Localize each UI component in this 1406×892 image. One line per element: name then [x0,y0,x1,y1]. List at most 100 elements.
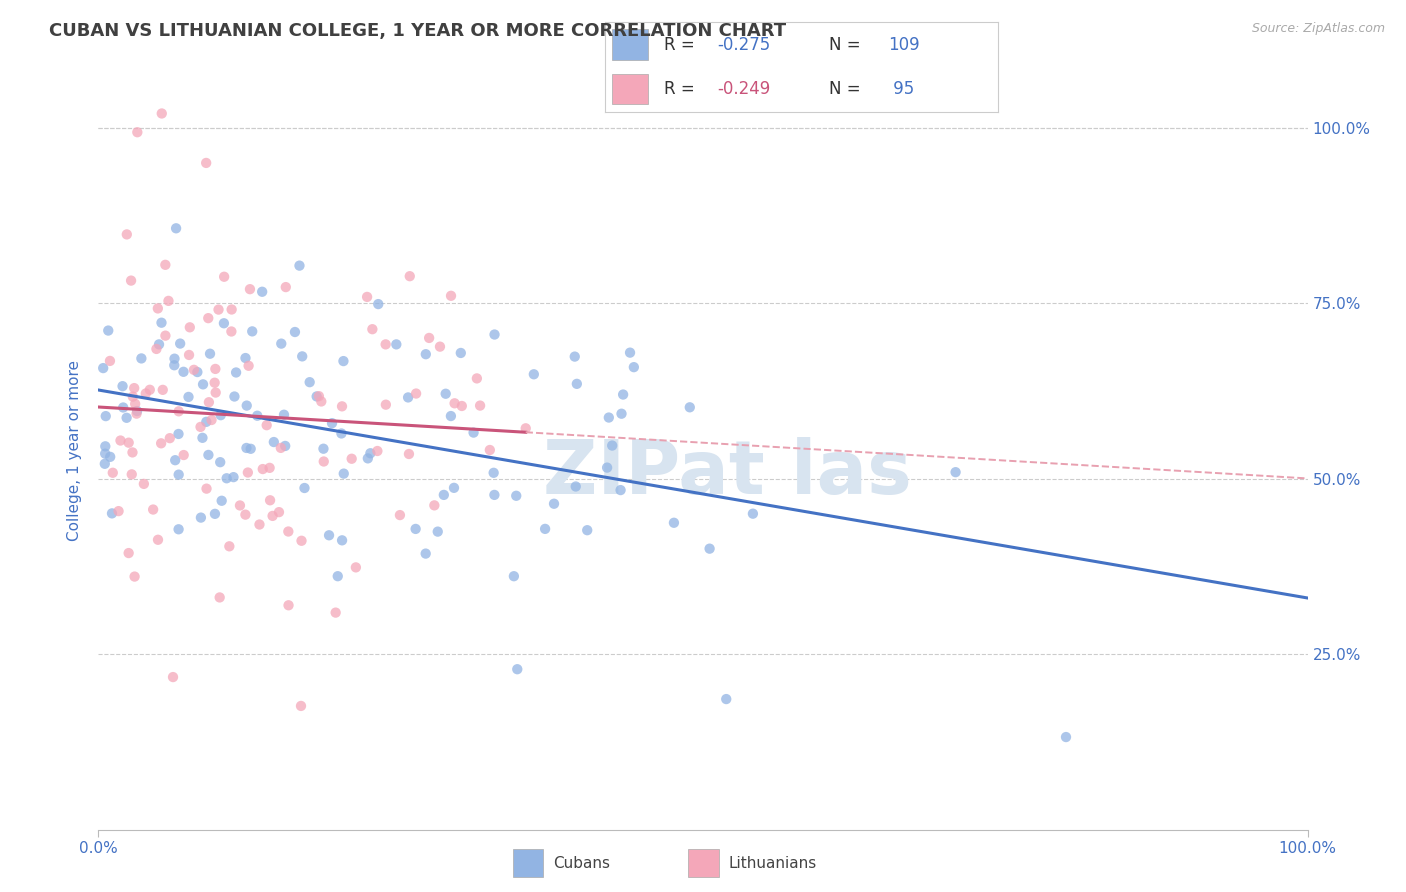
Point [374,398,396,412]
Point [150,106,173,120]
Point [1054,730,1077,744]
Point [274,280,297,294]
Point [125,404,148,418]
Point [311,394,333,409]
Point [263,435,285,450]
Point [312,442,335,456]
Point [121,390,143,404]
Point [115,410,138,425]
Point [250,285,273,299]
Point [146,533,169,547]
Point [440,409,463,423]
Point [146,301,169,316]
Point [115,227,138,242]
Point [110,434,132,448]
Point [167,522,190,536]
Point [330,533,353,548]
Point [482,466,505,480]
Point [298,375,321,389]
Point [398,447,420,461]
Point [204,376,226,390]
Point [148,337,170,351]
Point [238,359,260,373]
Point [505,489,527,503]
Point [167,404,190,418]
Point [98,354,121,368]
Point [610,407,633,421]
Point [195,415,218,429]
Point [450,346,472,360]
Point [145,342,167,356]
Point [94,409,117,424]
Point [443,481,465,495]
Point [163,351,186,366]
Point [273,408,295,422]
Point [716,692,738,706]
Point [415,347,437,361]
Point [212,316,235,330]
Point [235,351,257,365]
Point [405,522,427,536]
Point [179,320,201,334]
Text: CUBAN VS LITHUANIAN COLLEGE, 1 YEAR OR MORE CORRELATION CHART: CUBAN VS LITHUANIAN COLLEGE, 1 YEAR OR M… [49,22,786,40]
Point [127,125,149,139]
Point [396,391,419,405]
Point [235,508,257,522]
Text: 95: 95 [889,80,914,98]
Point [225,366,247,380]
Point [433,488,456,502]
Point [415,547,437,561]
Point [155,258,177,272]
Point [252,462,274,476]
Point [321,416,343,430]
Point [240,324,263,338]
Point [209,455,232,469]
Point [159,431,181,445]
Point [388,508,411,522]
Point [101,507,124,521]
Point [623,360,645,375]
Point [596,460,619,475]
Point [465,371,488,385]
Point [259,460,281,475]
Point [162,670,184,684]
Point [209,408,232,422]
Point [426,524,449,539]
Point [91,361,114,376]
Point [169,336,191,351]
Point [195,482,218,496]
Point [405,386,427,401]
Point [332,354,354,368]
Text: N =: N = [830,80,866,98]
Point [484,488,506,502]
Point [157,293,180,308]
Point [385,337,408,351]
Point [198,395,221,409]
Point [484,327,506,342]
Point [332,467,354,481]
Text: Cubans: Cubans [554,855,610,871]
Point [111,379,134,393]
Point [191,431,214,445]
Point [190,420,212,434]
Point [945,465,967,479]
Point [94,457,117,471]
Point [274,439,297,453]
Point [662,516,685,530]
Point [235,399,257,413]
Point [291,350,314,364]
Point [98,450,121,464]
Point [107,504,129,518]
Point [183,363,205,377]
Point [356,290,378,304]
Point [204,385,226,400]
Point [256,418,278,433]
Point [204,362,226,376]
Point [564,479,586,493]
Point [165,453,187,467]
Point [239,282,262,296]
Point [609,483,631,497]
Point [418,331,440,345]
Point [305,389,328,403]
Point [246,409,269,423]
